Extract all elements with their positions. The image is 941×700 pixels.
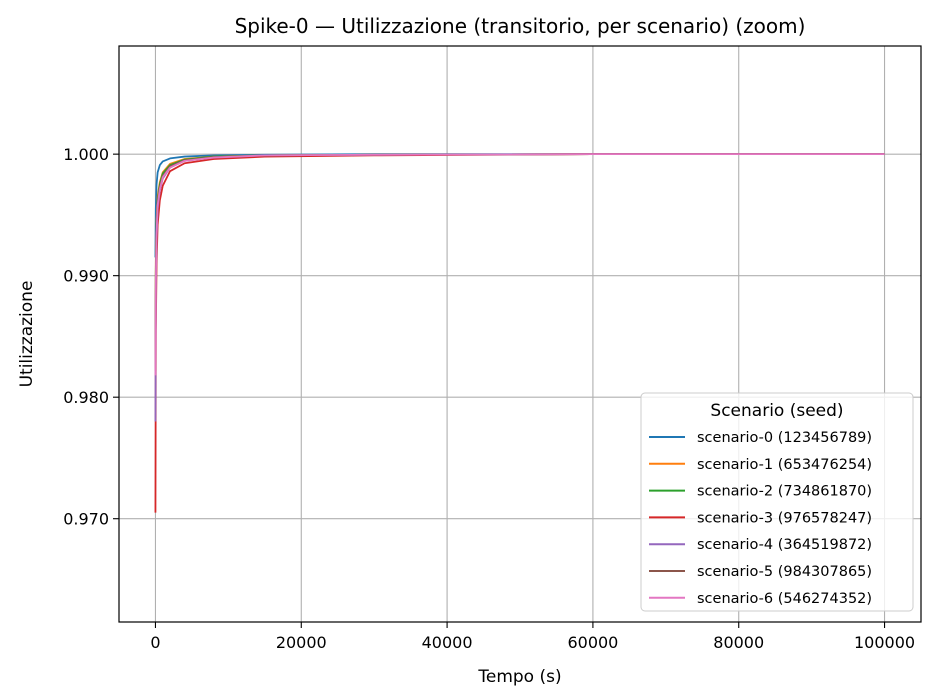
legend-label-scenario-6: scenario-6 (546274352): [697, 591, 872, 607]
x-tick-label: 60000: [567, 633, 618, 652]
x-tick-label: 40000: [422, 633, 473, 652]
y-axis-label: Utilizzazione: [17, 281, 37, 388]
legend-label-scenario-2: scenario-2 (734861870): [697, 484, 872, 500]
legend-title: Scenario (seed): [710, 401, 843, 421]
x-tick-label: 100000: [854, 633, 915, 652]
x-axis-ticks: 0 20000 40000 60000 80000 100000: [150, 622, 915, 652]
y-axis-ticks: 0.970 0.980 0.990 1.000: [63, 145, 119, 529]
legend-label-scenario-1: scenario-1 (653476254): [697, 457, 872, 473]
legend-entries: scenario-0 (123456789) scenario-1 (653476…: [649, 430, 872, 607]
legend-box: [640, 392, 914, 612]
legend-label-scenario-4: scenario-4 (364519872): [697, 537, 872, 553]
y-tick-label: 0.980: [63, 388, 109, 407]
y-tick-label: 0.990: [63, 267, 109, 286]
y-tick-label: 0.970: [63, 510, 109, 529]
x-tick-label: 80000: [713, 633, 764, 652]
x-axis-label: Tempo (s): [477, 667, 561, 687]
series-line-scenario-6: [154, 153, 885, 376]
chart-title: Spike-0 — Utilizzazione (transitorio, pe…: [235, 14, 806, 38]
x-tick-label: 20000: [276, 633, 327, 652]
x-tick-label: 0: [150, 633, 160, 652]
legend-label-scenario-3: scenario-3 (976578247): [697, 510, 872, 526]
plot-lines: [154, 153, 885, 513]
plot-frame: [118, 45, 922, 623]
legend-label-scenario-5: scenario-5 (984307865): [697, 564, 872, 580]
legend: Scenario (seed) scenario-0 (123456789)sc…: [640, 392, 914, 612]
legend-label-scenario-0: scenario-0 (123456789): [697, 430, 872, 446]
y-tick-label: 1.000: [63, 145, 109, 164]
